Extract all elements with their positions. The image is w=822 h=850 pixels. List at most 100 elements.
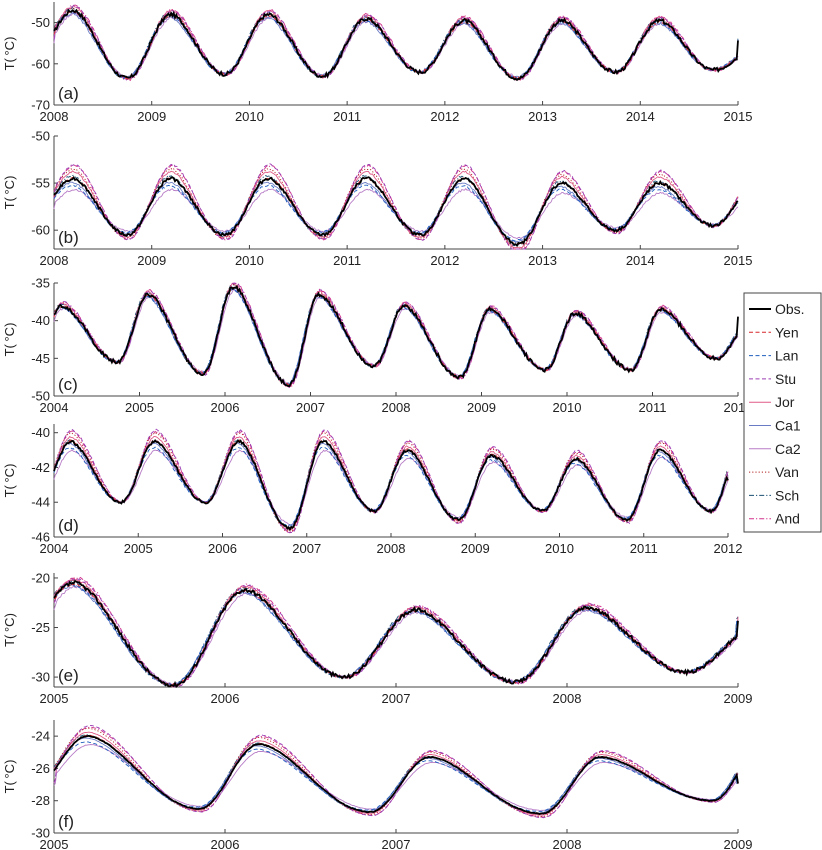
x-tick-label: 2010 <box>545 541 574 556</box>
series-line-yen <box>53 734 739 815</box>
panel-b: 2008 2009 2010 2011 2012 2013 2014 2015 -60 -55 -5… <box>2 129 752 269</box>
x-tick-label: 2009 <box>137 109 166 124</box>
series-line-stu <box>53 4 739 81</box>
y-tick-label: -44 <box>31 495 50 510</box>
x-tick-label: 2015 <box>724 109 753 124</box>
y-tick-label: -30 <box>31 826 50 841</box>
y-axis-label: T( °C) <box>2 323 17 357</box>
y-tick-label: -30 <box>31 670 50 685</box>
x-tick-label: 2007 <box>382 691 411 706</box>
legend-entry: Ca2 <box>775 441 801 457</box>
legend-entry: Stu <box>775 371 796 387</box>
y-axis-label: T( °C) <box>2 613 17 647</box>
series-line-and <box>53 576 739 688</box>
x-tick-label: 2008 <box>377 541 406 556</box>
y-tick-label: -28 <box>31 793 50 808</box>
series-line-lan <box>53 9 739 80</box>
series-line-yen <box>53 439 729 530</box>
y-tick-label: -24 <box>31 729 50 744</box>
y-tick-label: -60 <box>31 56 50 71</box>
series-line-sch <box>53 579 739 687</box>
series-line-jor <box>53 435 729 531</box>
x-tick-label: 2004 <box>40 400 69 415</box>
panel-e: 2005 2006 2007 2008 2009 -30 -25 -20 T( °C) (e) <box>2 570 752 706</box>
series-line-obs <box>53 439 729 532</box>
panel-c: 2004 2005 2006 2007 2008 2009 2010 2011 2012-50-… <box>2 276 752 416</box>
series-line-ca1 <box>54 584 739 686</box>
x-tick-label: 2008 <box>553 691 582 706</box>
x-tick-label: 2007 <box>292 541 321 556</box>
y-tick-label: -20 <box>31 570 50 585</box>
y-axis-label: T( °C) <box>2 176 17 210</box>
x-tick-label: 2014 <box>626 109 655 124</box>
panel-label: (c) <box>58 375 78 394</box>
series-line-and <box>53 4 739 82</box>
legend-entry: Yen <box>775 324 799 340</box>
x-tick-label: 2009 <box>467 400 496 415</box>
y-axis-label: T( °C) <box>2 464 17 498</box>
x-tick-label: 2015 <box>724 253 753 268</box>
series-line-ca1 <box>53 442 729 528</box>
series-line-jor <box>53 731 739 816</box>
series-line-lan <box>53 184 739 242</box>
series-line-van <box>53 8 739 80</box>
series-line-sch <box>53 438 729 531</box>
legend-entry: Van <box>775 464 799 480</box>
series-line-ca1 <box>53 12 739 79</box>
y-tick-label: -50 <box>31 15 50 30</box>
legend-entry: And <box>775 511 800 527</box>
series-line-obs <box>53 8 739 82</box>
y-tick-label: -50 <box>31 389 50 404</box>
y-tick-label: -60 <box>31 223 50 238</box>
legend-entry: Ca1 <box>775 418 801 434</box>
x-tick-label: 2009 <box>724 691 753 706</box>
x-tick-label: 2011 <box>630 541 658 556</box>
series-line-obs <box>53 175 739 248</box>
series-line-stu <box>53 578 739 688</box>
series-line-obs <box>53 579 739 689</box>
panel-label: (e) <box>58 666 79 685</box>
x-tick-label: 2009 <box>724 837 753 850</box>
panel-label: (f) <box>58 812 74 831</box>
series-line-obs <box>53 284 739 388</box>
series-line-van <box>53 579 739 687</box>
x-tick-label: 2009 <box>461 541 490 556</box>
y-tick-label: -40 <box>31 425 50 440</box>
x-tick-label: 2012 <box>430 253 459 268</box>
y-tick-label: -40 <box>31 313 50 328</box>
y-tick-label: -45 <box>31 351 50 366</box>
x-tick-label: 2011 <box>333 109 361 124</box>
series-line-yen <box>53 10 739 80</box>
series-line-jor <box>53 4 739 81</box>
y-axis-label: T( °C) <box>2 37 17 71</box>
x-tick-label: 2007 <box>382 837 411 850</box>
series-line-yen <box>54 582 739 686</box>
y-tick-label: -25 <box>31 620 50 635</box>
x-tick-label: 2008 <box>40 253 69 268</box>
panel-d: 2004 2005 2006 2007 2008 2009 2010 2011 2012 -46 -… <box>2 424 742 556</box>
series-line-ca1 <box>53 737 739 814</box>
x-tick-label: 2006 <box>211 837 240 850</box>
y-axis-label: T( °C) <box>2 760 17 794</box>
legend-box <box>743 292 822 533</box>
series-line-ca2 <box>53 744 739 811</box>
x-tick-label: 2010 <box>235 109 264 124</box>
x-tick-label: 2010 <box>553 400 582 415</box>
y-tick-label: -46 <box>31 530 50 545</box>
x-tick-label: 2014 <box>626 253 655 268</box>
series-line-obs <box>53 734 739 815</box>
x-tick-label: 2011 <box>333 253 361 268</box>
x-tick-label: 2005 <box>125 400 154 415</box>
x-tick-label: 2008 <box>553 837 582 850</box>
x-tick-label: 2008 <box>40 109 69 124</box>
panel-label: (a) <box>58 84 79 103</box>
series-line-jor <box>53 577 739 688</box>
x-tick-label: 2013 <box>528 109 557 124</box>
series-line-lan <box>53 741 739 813</box>
series-line-stu <box>53 163 739 250</box>
series-line-and <box>53 164 739 250</box>
panel-label: (b) <box>58 228 79 247</box>
x-tick-label: 2004 <box>40 541 69 556</box>
x-tick-label: 2010 <box>235 253 264 268</box>
